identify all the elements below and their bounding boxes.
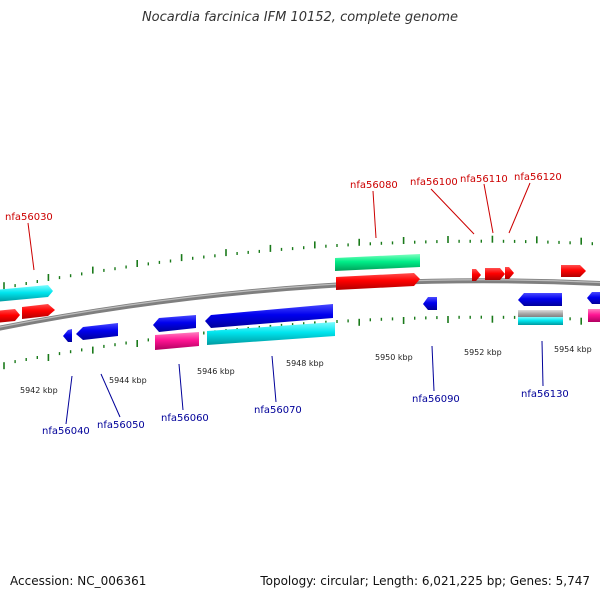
gene-label[interactable]: nfa56120: [514, 172, 562, 183]
cds-feature[interactable]: [485, 268, 505, 280]
cds-feature[interactable]: [0, 309, 20, 323]
accession-value: NC_006361: [77, 574, 147, 588]
gene-label[interactable]: nfa56040: [42, 426, 90, 437]
kbp-label: 5950 kbp: [375, 353, 413, 362]
features-bottom-strand: [63, 292, 600, 350]
accession-label: Accession:: [10, 574, 74, 588]
cds-feature[interactable]: [63, 329, 72, 342]
accession-info: Accession: NC_006361: [10, 574, 146, 588]
cds-feature[interactable]: [205, 304, 333, 328]
cds-feature[interactable]: [76, 323, 118, 340]
gene-label[interactable]: nfa56050: [97, 420, 145, 431]
gene-label[interactable]: nfa56110: [460, 174, 508, 185]
kbp-label: 5952 kbp: [464, 348, 502, 357]
cds-feature[interactable]: [0, 285, 53, 302]
scale-labels: 5942 kbp 5944 kbp 5946 kbp 5948 kbp 5950…: [20, 345, 592, 395]
gene-label[interactable]: nfa56080: [350, 180, 398, 191]
gene-labels-top: nfa56030 nfa56080 nfa56100 nfa56110 nfa5…: [5, 172, 562, 223]
cds-feature[interactable]: [518, 317, 563, 325]
scale-ticks: [3, 235, 593, 370]
leader-lines: [27, 182, 544, 425]
cds-feature[interactable]: [207, 322, 335, 345]
length-value: 6,021,225 bp: [421, 574, 502, 588]
kbp-label: 5944 kbp: [109, 376, 147, 385]
genes-label: Genes:: [509, 574, 552, 588]
cds-feature[interactable]: [336, 273, 420, 290]
gene-label[interactable]: nfa56030: [5, 212, 53, 223]
cds-feature[interactable]: [505, 267, 514, 279]
genome-backbone-highlight: [0, 279, 600, 328]
cds-feature[interactable]: [518, 310, 563, 317]
genes-value: 5,747: [555, 574, 590, 588]
topology-value: circular: [320, 574, 365, 588]
kbp-label: 5942 kbp: [20, 386, 58, 395]
map-title: Nocardia farcinica IFM 10152, complete g…: [141, 10, 459, 25]
cds-feature[interactable]: [153, 315, 196, 332]
gene-label[interactable]: nfa56060: [161, 413, 209, 424]
cds-feature[interactable]: [561, 265, 586, 277]
gene-label[interactable]: nfa56090: [412, 394, 460, 405]
features-top-strand: [0, 254, 586, 323]
length-label: Length:: [372, 574, 419, 588]
cds-feature[interactable]: [335, 254, 420, 271]
gene-label[interactable]: nfa56130: [521, 389, 569, 400]
cds-feature[interactable]: [155, 332, 199, 350]
kbp-label: 5954 kbp: [554, 345, 592, 354]
cds-feature[interactable]: [22, 304, 55, 319]
cds-feature[interactable]: [587, 292, 600, 304]
cds-feature[interactable]: [472, 269, 481, 281]
topology-label: Topology:: [260, 574, 317, 588]
gene-label[interactable]: nfa56070: [254, 405, 302, 416]
kbp-label: 5946 kbp: [197, 367, 235, 376]
cds-feature[interactable]: [423, 297, 437, 310]
cds-feature[interactable]: [588, 309, 600, 322]
gene-label[interactable]: nfa56100: [410, 177, 458, 188]
genome-stats: Topology: circular; Length: 6,021,225 bp…: [260, 574, 590, 588]
genome-backbone: [0, 278, 600, 331]
cds-feature[interactable]: [518, 293, 562, 306]
kbp-label: 5948 kbp: [286, 359, 324, 368]
gene-labels-bottom: nfa56040 nfa56050 nfa56060 nfa56070 nfa5…: [42, 389, 569, 437]
